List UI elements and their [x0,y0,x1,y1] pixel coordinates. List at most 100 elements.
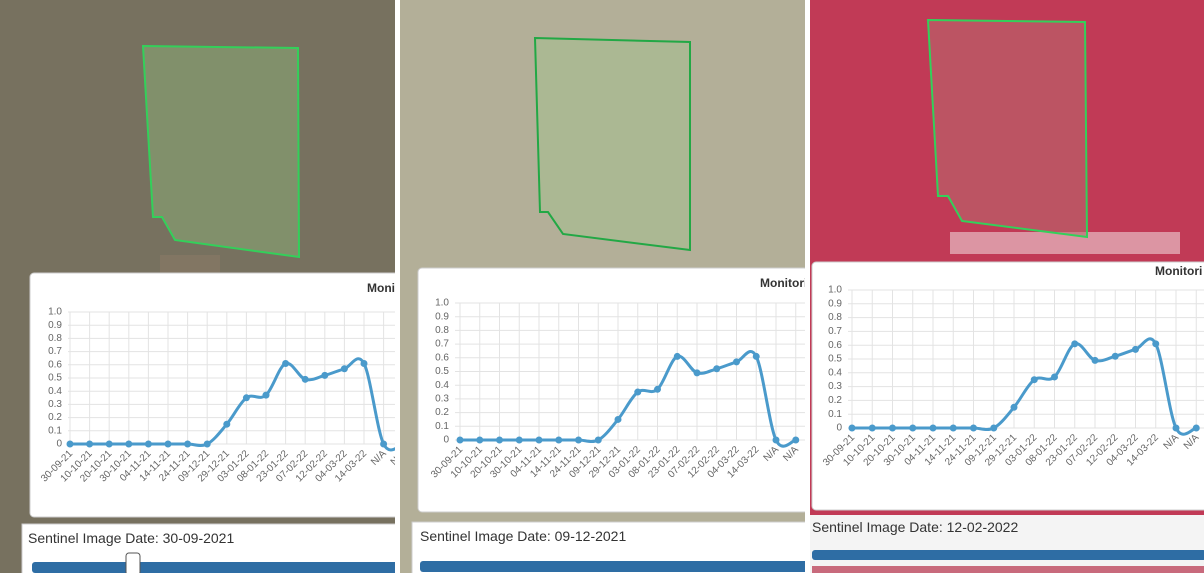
data-point [990,424,998,432]
field-boundary [533,36,691,252]
data-point [594,436,602,444]
data-point [792,436,800,444]
slider-track[interactable] [32,562,402,573]
field-boundary [926,18,1089,239]
data-point [321,371,329,379]
data-point [555,436,563,444]
data-point [1030,376,1038,384]
data-point [456,436,464,444]
y-tick-label: 0.3 [435,394,449,405]
y-tick-label: 0.4 [435,380,449,391]
y-tick-label: 1.0 [435,298,449,309]
panel: Monitori00.10.20.30.40.50.60.70.80.91.03… [400,0,810,573]
data-point [929,424,937,432]
data-point [203,440,211,448]
y-tick-label: 0.2 [828,395,842,406]
y-tick-label: 0.8 [435,325,449,336]
data-point [340,365,348,373]
data-point [242,394,250,402]
slider-track[interactable] [812,550,1204,560]
image-date-caption: Sentinel Image Date: 09-12-2021 [420,528,626,544]
y-tick-label: 0.2 [48,412,62,423]
y-tick-label: 0 [443,435,449,446]
data-point [752,352,760,360]
chart-card [29,272,395,518]
chart-card [417,267,805,513]
data-point [164,440,172,448]
y-tick-label: 0.1 [48,425,62,436]
data-point [86,440,94,448]
data-point [654,385,661,393]
data-point [515,436,523,444]
data-point [575,436,582,444]
y-tick-label: 0.8 [48,333,62,344]
data-point [1010,403,1018,411]
y-tick-label: 0.7 [435,339,449,350]
y-tick-label: 1.0 [48,307,62,318]
data-point [970,424,977,432]
data-point [614,415,622,423]
y-tick-label: 0.6 [828,340,842,351]
y-tick-label: 0.6 [435,352,449,363]
data-point [1152,340,1160,348]
y-tick-label: 0.2 [435,407,449,418]
data-point [105,440,113,448]
image-date-caption: Sentinel Image Date: 12-02-2022 [812,519,1018,535]
data-point [262,391,270,399]
data-point [733,358,740,366]
panel: Moni00.10.20.30.40.50.60.70.80.91.030-09… [0,0,402,573]
data-point [949,424,957,432]
image-date-caption: Sentinel Image Date: 30-09-2021 [28,530,234,546]
y-tick-label: 0.9 [435,311,449,322]
slider-handle[interactable] [125,552,141,573]
data-point [868,424,876,432]
y-tick-label: 0.5 [828,354,842,365]
y-tick-label: 0.4 [48,386,62,397]
data-point [301,375,309,383]
chart-title: Monitori [760,276,807,290]
data-point [1132,345,1139,353]
data-point [66,440,74,448]
y-tick-label: 1.0 [828,285,842,296]
y-tick-label: 0.5 [435,366,449,377]
data-point [848,424,856,432]
y-tick-label: 0.1 [435,421,449,432]
y-tick-label: 0.7 [828,326,842,337]
data-point [713,365,721,373]
data-point [1172,424,1180,432]
data-point [772,436,780,444]
data-point [282,359,290,367]
field-boundary [141,44,301,259]
y-tick-label: 0.3 [828,381,842,392]
y-tick-label: 0.3 [48,399,62,410]
data-point [673,352,681,360]
chart-title: Monitori [1155,264,1202,278]
data-point [889,424,896,432]
data-point [360,359,368,367]
y-tick-label: 0.7 [48,346,62,357]
y-tick-label: 0.8 [828,312,842,323]
data-point [634,388,642,396]
data-point [535,436,543,444]
slider-track[interactable] [420,561,810,572]
data-point [693,369,701,377]
data-point [1051,373,1058,381]
chart-title: Moni [367,281,395,295]
data-point [125,440,133,448]
date-box [810,515,1204,573]
data-point [223,420,231,428]
y-tick-label: 0.4 [828,367,842,378]
data-point [1111,352,1119,360]
y-tick-label: 0 [56,439,62,450]
y-tick-label: 0.1 [828,409,842,420]
y-tick-label: 0.9 [828,298,842,309]
data-point [184,440,192,448]
data-point [1192,424,1200,432]
data-point [1091,356,1099,364]
data-point [380,440,388,448]
y-tick-label: 0 [836,423,842,434]
image-patch [950,232,1180,254]
data-point [909,424,917,432]
